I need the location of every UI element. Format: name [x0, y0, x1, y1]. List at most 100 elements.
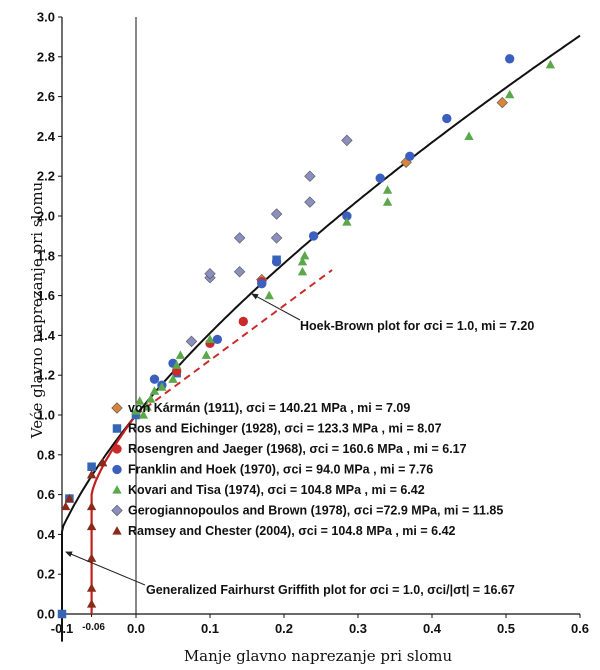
data-point — [382, 185, 393, 194]
legend-marker — [112, 444, 122, 454]
data-point — [304, 196, 316, 208]
data-point — [172, 360, 182, 369]
data-point — [87, 462, 96, 471]
fairhurst-arrow — [65, 551, 146, 586]
y-tick-label: 0.8 — [37, 447, 55, 462]
x-tick-label-extra: -0.06 — [82, 622, 105, 633]
dashed-extension-curve — [135, 269, 333, 416]
y-tick-label: 2.6 — [37, 89, 55, 104]
y-tick-label: 1.6 — [37, 288, 55, 303]
data-point — [86, 599, 97, 608]
data-point — [185, 335, 198, 348]
data-point — [505, 54, 515, 64]
data-point — [212, 334, 223, 345]
y-tick-label: 2.2 — [37, 169, 55, 184]
x-axis-title: Manje glavno naprezanje pri slomu — [184, 647, 453, 665]
data-point — [304, 170, 316, 182]
data-point — [442, 113, 452, 124]
data-point — [149, 386, 160, 395]
y-tick-label: 1.2 — [37, 368, 55, 383]
y-tick-label: 0.0 — [37, 607, 55, 622]
data-points — [57, 54, 556, 619]
y-tick-label: 1.4 — [37, 328, 56, 343]
data-point — [257, 278, 267, 289]
data-point — [201, 350, 211, 359]
data-point — [146, 394, 156, 403]
x-tick-label: 0.6 — [571, 621, 589, 636]
y-tick-label: 3.0 — [37, 10, 55, 25]
x-tick-label: 0.4 — [423, 621, 442, 636]
data-point — [142, 402, 152, 411]
data-point — [168, 374, 178, 383]
legend-label: Ros and Eichinger (1928), σci = 123.3 MP… — [128, 422, 442, 436]
data-point — [61, 501, 71, 511]
data-point — [157, 382, 167, 391]
data-point — [98, 457, 108, 467]
data-point — [505, 89, 515, 99]
data-point — [204, 268, 216, 280]
curves — [61, 34, 581, 642]
data-point — [238, 316, 248, 327]
x-tick-label: 0.2 — [275, 621, 293, 636]
x-tick-label: 0.1 — [201, 621, 219, 636]
data-point — [138, 410, 149, 419]
annotations: Hoek-Brown plot for σci = 1.0, mi = 7.20… — [65, 293, 534, 597]
data-point — [297, 266, 308, 276]
data-point — [57, 609, 67, 619]
data-point — [271, 257, 282, 267]
hoek-brown-label: Hoek-Brown plot for σci = 1.0, mi = 7.20 — [300, 319, 534, 333]
x-tick-label: 0.5 — [497, 621, 515, 636]
data-point — [131, 410, 141, 420]
data-point — [86, 521, 97, 531]
data-point — [375, 173, 385, 183]
legend-marker — [111, 402, 123, 414]
series-1 — [256, 96, 508, 286]
legend-label: von Kármán (1911), σci = 140.21 MPa , mi… — [128, 401, 410, 415]
data-point — [341, 134, 353, 147]
y-tick-label: 1.0 — [37, 408, 55, 423]
data-point — [496, 96, 508, 109]
legend-label: Ramsey and Chester (2004), σci = 104.8 M… — [128, 524, 456, 538]
y-tick-label: 0.2 — [37, 567, 55, 582]
data-point — [382, 197, 393, 206]
data-point — [300, 250, 310, 260]
y-tick-label: 0.6 — [37, 487, 55, 502]
data-point — [297, 256, 308, 266]
data-point — [86, 501, 97, 511]
data-point — [64, 493, 75, 503]
legend-marker — [112, 485, 122, 494]
data-point — [135, 396, 145, 405]
data-point — [270, 232, 283, 244]
legend-label: Rosengren and Jaeger (1968), σci = 160.6… — [128, 442, 467, 456]
legend-label: Franklin and Hoek (1970), σci = 94.0 MPa… — [128, 463, 433, 477]
series-6 — [185, 134, 353, 348]
hoek-brown-arrow — [251, 293, 301, 321]
y-tick-label: 1.8 — [37, 248, 55, 263]
y-tick-label: 0.4 — [37, 527, 56, 542]
hoek-brown-curve — [61, 34, 581, 642]
data-point — [405, 151, 415, 161]
data-point — [342, 217, 352, 226]
data-point — [149, 374, 160, 384]
y-axis-title: Veće glavno naprezanje pri slomu — [28, 181, 46, 439]
legend-marker — [112, 424, 122, 433]
data-point — [270, 208, 283, 220]
data-point — [233, 266, 246, 278]
series-5 — [131, 59, 556, 419]
y-tick-label: 2.0 — [37, 209, 55, 224]
series-7 — [61, 457, 108, 608]
series-4 — [149, 54, 515, 390]
legend-label: Gerogiannopoulos and Brown (1978), σci =… — [128, 504, 503, 518]
data-point — [175, 350, 186, 359]
y-tick-label: 2.4 — [37, 129, 56, 144]
data-point — [86, 583, 97, 592]
fairhurst-label: Generalized Fairhurst Griffith plot for … — [146, 583, 515, 597]
legend-marker — [112, 526, 122, 535]
data-point — [233, 232, 246, 244]
data-point — [545, 59, 556, 69]
y-tick-label: 2.8 — [37, 49, 55, 64]
data-point — [205, 334, 215, 344]
data-point — [86, 469, 97, 479]
legend: von Kármán (1911), σci = 140.21 MPa , mi… — [111, 401, 503, 538]
legend-label: Kovari and Tisa (1974), σci = 104.8 MPa … — [128, 483, 425, 497]
